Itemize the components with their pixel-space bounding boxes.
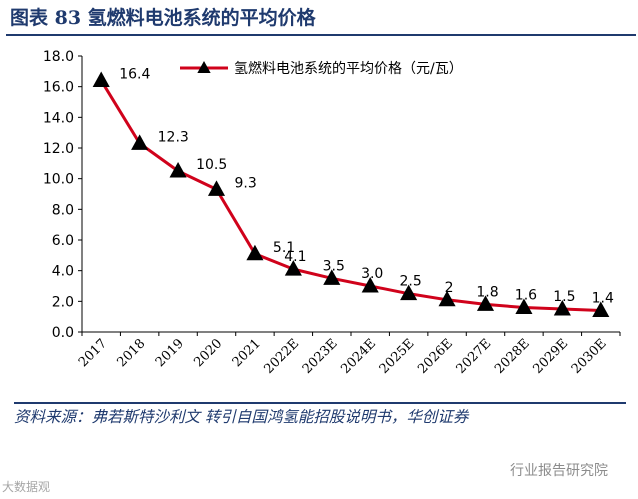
data-point-marker bbox=[284, 260, 302, 276]
data-point-marker bbox=[92, 71, 110, 88]
data-label: 1.8 bbox=[476, 284, 498, 300]
y-tick-label: 8.0 bbox=[52, 202, 74, 218]
data-point-marker bbox=[323, 269, 341, 285]
series-line bbox=[99, 79, 601, 313]
data-point-marker bbox=[207, 180, 226, 196]
data-label: 3.0 bbox=[361, 266, 383, 282]
legend-label: 氢燃料电池系统的平均价格（元/瓦） bbox=[234, 60, 463, 77]
data-point-marker bbox=[476, 295, 495, 311]
data-label: 4.1 bbox=[284, 249, 306, 265]
data-label: 1.4 bbox=[592, 291, 614, 307]
data-label: 5.1 bbox=[273, 240, 295, 256]
figure-title-text: 图表 83 氢燃料电池系统的平均价格 bbox=[10, 7, 316, 29]
data-label: 3.5 bbox=[323, 258, 345, 274]
x-tick-label: 2018 bbox=[114, 336, 148, 370]
legend-marker bbox=[197, 61, 211, 74]
data-point-marker bbox=[246, 244, 264, 261]
data-point-marker bbox=[169, 162, 187, 178]
y-tick-label: 10.0 bbox=[43, 172, 74, 188]
figure-title: 图表 83 氢燃料电池系统的平均价格 bbox=[6, 4, 636, 36]
data-label: 2 bbox=[445, 280, 454, 296]
y-tick-label: 6.0 bbox=[52, 233, 74, 249]
data-label: 1.6 bbox=[515, 287, 537, 303]
x-tick-label: 2021 bbox=[230, 336, 264, 370]
watermark-left: 大数据观 bbox=[2, 480, 51, 494]
x-tick-label: 2022E bbox=[261, 336, 302, 377]
watermark-right: 行业报告研究院 bbox=[510, 463, 608, 479]
x-tick-label: 2024E bbox=[338, 336, 379, 377]
x-tick-label: 2017 bbox=[76, 336, 110, 370]
y-tick-label: 14.0 bbox=[43, 110, 74, 126]
x-tick-label: 2030E bbox=[569, 336, 610, 377]
data-point-marker bbox=[131, 134, 149, 150]
y-tick-label: 12.0 bbox=[43, 141, 74, 157]
x-tick-label: 2023E bbox=[300, 336, 341, 377]
data-point-marker bbox=[553, 300, 571, 316]
title-rule bbox=[6, 34, 636, 36]
x-tick-label: 2019 bbox=[153, 336, 187, 370]
data-label: 12.3 bbox=[158, 129, 189, 145]
data-point-marker bbox=[592, 301, 610, 318]
x-tick-label: 2029E bbox=[530, 336, 571, 377]
data-point-marker bbox=[361, 277, 379, 293]
data-label: 16.4 bbox=[119, 67, 150, 83]
data-point-marker bbox=[515, 298, 533, 314]
x-tick-label: 2020 bbox=[191, 336, 225, 370]
data-label: 1.5 bbox=[553, 289, 575, 305]
data-label: 10.5 bbox=[196, 157, 227, 173]
data-point-marker bbox=[400, 284, 418, 301]
data-point-marker bbox=[438, 290, 456, 307]
y-tick-label: 0.0 bbox=[52, 325, 74, 341]
data-label: 2.5 bbox=[400, 274, 422, 290]
y-tick-label: 18.0 bbox=[43, 49, 74, 65]
x-tick-label: 2028E bbox=[492, 336, 533, 377]
data-label: 9.3 bbox=[235, 175, 257, 191]
x-tick-label: 2025E bbox=[377, 336, 418, 377]
source-note: 资料来源：弗若斯特沙利文 转引自国鸿氢能招股说明书，华创证券 bbox=[14, 402, 626, 428]
y-tick-label: 2.0 bbox=[52, 294, 74, 310]
y-tick-label: 16.0 bbox=[43, 80, 74, 96]
y-tick-label: 4.0 bbox=[52, 264, 74, 280]
x-tick-label: 2026E bbox=[415, 336, 456, 377]
x-tick-label: 2027E bbox=[454, 336, 495, 377]
